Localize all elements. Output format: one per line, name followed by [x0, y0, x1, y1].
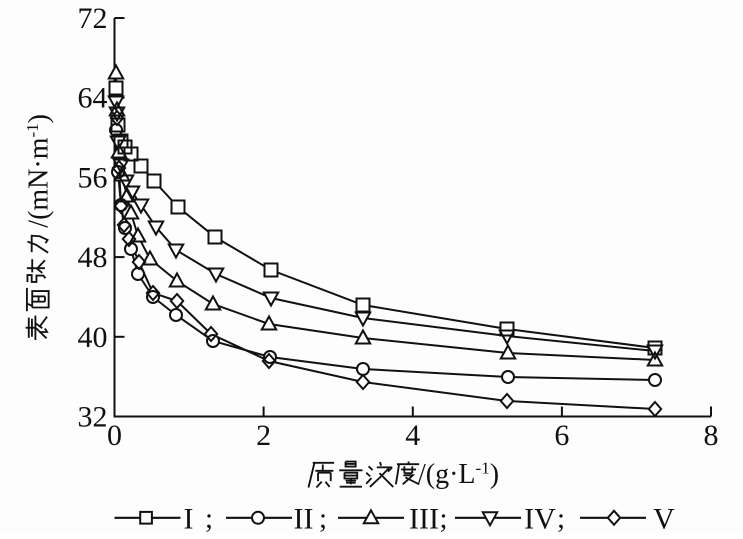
- svg-text:;: ;: [439, 503, 447, 535]
- svg-text:64: 64: [78, 82, 108, 115]
- svg-text:72: 72: [78, 2, 108, 35]
- svg-text:;: ;: [319, 503, 327, 535]
- svg-text:8: 8: [704, 419, 719, 452]
- svg-text:0: 0: [107, 419, 122, 452]
- svg-text:32: 32: [78, 401, 108, 434]
- svg-text:;: ;: [205, 503, 213, 535]
- svg-text:;: ;: [557, 503, 565, 535]
- svg-text:48: 48: [78, 241, 108, 274]
- svg-text:40: 40: [78, 321, 108, 354]
- svg-text:III: III: [409, 503, 439, 535]
- svg-text:V: V: [653, 503, 675, 535]
- svg-text:IV: IV: [524, 503, 556, 535]
- svg-text:2: 2: [256, 419, 271, 452]
- svg-text:II: II: [294, 503, 314, 535]
- svg-text:4: 4: [405, 419, 420, 452]
- svg-text:56: 56: [78, 161, 108, 194]
- svg-text:/(g·L-1): /(g·L-1): [418, 459, 499, 491]
- svg-text:6: 6: [554, 419, 569, 452]
- svg-text:I: I: [184, 503, 194, 535]
